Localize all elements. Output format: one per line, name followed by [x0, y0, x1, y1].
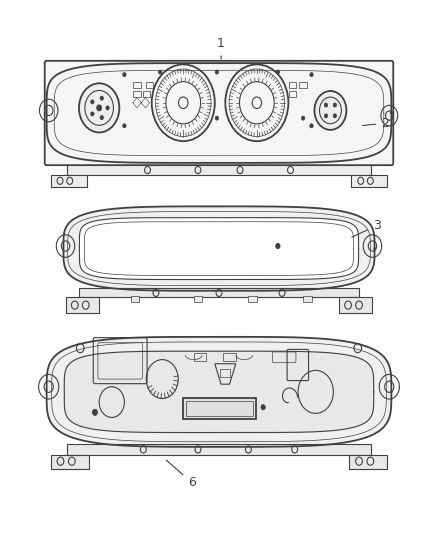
Text: 2: 2 — [363, 117, 389, 130]
FancyBboxPatch shape — [194, 296, 202, 302]
Circle shape — [324, 114, 328, 118]
FancyBboxPatch shape — [51, 175, 87, 188]
Circle shape — [215, 70, 219, 74]
Polygon shape — [46, 63, 392, 163]
Circle shape — [333, 103, 336, 107]
Bar — [220, 369, 230, 376]
FancyBboxPatch shape — [45, 61, 393, 165]
FancyBboxPatch shape — [183, 398, 256, 419]
Circle shape — [123, 124, 126, 128]
Bar — [133, 82, 141, 88]
FancyBboxPatch shape — [67, 165, 371, 175]
FancyBboxPatch shape — [350, 455, 387, 469]
Circle shape — [324, 103, 328, 107]
FancyBboxPatch shape — [303, 296, 311, 302]
FancyBboxPatch shape — [51, 455, 88, 469]
Circle shape — [79, 83, 119, 132]
Circle shape — [310, 72, 313, 77]
FancyBboxPatch shape — [131, 296, 139, 302]
Circle shape — [106, 106, 109, 110]
Polygon shape — [46, 337, 392, 447]
Text: 3: 3 — [352, 219, 381, 237]
Bar — [289, 82, 297, 88]
Circle shape — [91, 112, 94, 116]
Bar — [299, 82, 307, 88]
Circle shape — [333, 114, 336, 118]
Bar — [146, 82, 153, 88]
Circle shape — [276, 70, 279, 74]
Circle shape — [215, 116, 219, 120]
FancyBboxPatch shape — [79, 288, 359, 297]
Text: 6: 6 — [166, 460, 196, 489]
Circle shape — [100, 116, 103, 120]
Circle shape — [159, 70, 162, 74]
FancyBboxPatch shape — [66, 297, 99, 313]
Circle shape — [314, 91, 346, 130]
Polygon shape — [79, 217, 359, 279]
FancyBboxPatch shape — [351, 175, 387, 188]
Circle shape — [97, 105, 102, 111]
Text: 1: 1 — [217, 37, 225, 59]
FancyBboxPatch shape — [248, 296, 257, 302]
Polygon shape — [64, 206, 374, 291]
Circle shape — [261, 405, 265, 410]
Circle shape — [92, 409, 98, 415]
FancyBboxPatch shape — [339, 297, 372, 313]
Bar — [194, 353, 206, 361]
Circle shape — [91, 100, 94, 104]
Bar — [143, 91, 151, 97]
FancyBboxPatch shape — [67, 445, 371, 455]
Bar — [223, 353, 236, 361]
Circle shape — [310, 124, 313, 128]
Bar — [289, 91, 297, 97]
Circle shape — [100, 96, 103, 100]
Circle shape — [123, 72, 126, 77]
Circle shape — [301, 116, 305, 120]
Circle shape — [276, 244, 280, 248]
Bar — [133, 91, 141, 97]
Polygon shape — [64, 351, 374, 433]
